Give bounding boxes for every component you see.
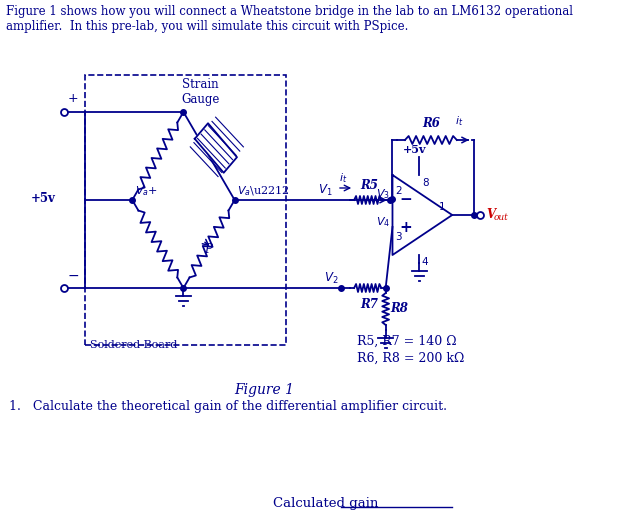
Text: 1.   Calculate the theoretical gain of the differential amplifier circuit.: 1. Calculate the theoretical gain of the… <box>9 400 446 413</box>
Text: $V_3$: $V_3$ <box>376 187 390 201</box>
Text: $V_2$: $V_2$ <box>324 271 338 286</box>
Text: −: − <box>399 192 412 206</box>
Text: 8: 8 <box>422 178 428 188</box>
Text: +5v: +5v <box>404 144 427 155</box>
Text: Calculated gain: Calculated gain <box>273 497 378 510</box>
Text: Strain
Gauge: Strain Gauge <box>181 78 220 106</box>
Text: Figure 1: Figure 1 <box>235 383 294 397</box>
Text: $i_t$: $i_t$ <box>338 171 347 185</box>
Text: $i_t$: $i_t$ <box>455 114 463 128</box>
Text: Soldered Board: Soldered Board <box>89 340 177 350</box>
Bar <box>85 75 286 345</box>
Text: $V_a$+: $V_a$+ <box>135 184 158 198</box>
Text: R6: R6 <box>422 117 440 130</box>
Text: V: V <box>486 207 496 220</box>
Text: $V_1$: $V_1$ <box>318 183 333 198</box>
Text: 3: 3 <box>395 232 402 242</box>
Text: 4: 4 <box>421 257 428 267</box>
Text: R6, R8 = 200 kΩ: R6, R8 = 200 kΩ <box>356 352 464 365</box>
Text: amplifier.  In this pre-lab, you will simulate this circuit with PSpice.: amplifier. In this pre-lab, you will sim… <box>6 20 409 33</box>
Text: Figure 1 shows how you will connect a Wheatstone bridge in the lab to an LM6132 : Figure 1 shows how you will connect a Wh… <box>6 5 573 18</box>
Text: $V_4$: $V_4$ <box>376 215 390 229</box>
Text: −: − <box>68 269 79 283</box>
Text: +: + <box>68 92 78 105</box>
Text: 2: 2 <box>395 186 402 196</box>
Text: +: + <box>399 219 412 235</box>
Text: +5v: +5v <box>30 192 55 205</box>
Text: P: P <box>204 243 212 256</box>
Text: out: out <box>493 214 508 223</box>
Text: $V_a$\u2212: $V_a$\u2212 <box>237 184 290 198</box>
Text: R5, R7 = 140 Ω: R5, R7 = 140 Ω <box>356 335 456 348</box>
Text: R7: R7 <box>360 298 378 311</box>
Text: R5: R5 <box>360 179 378 192</box>
Text: 1: 1 <box>439 202 445 212</box>
Polygon shape <box>392 175 452 255</box>
Text: R8: R8 <box>391 302 409 316</box>
Polygon shape <box>195 123 237 173</box>
